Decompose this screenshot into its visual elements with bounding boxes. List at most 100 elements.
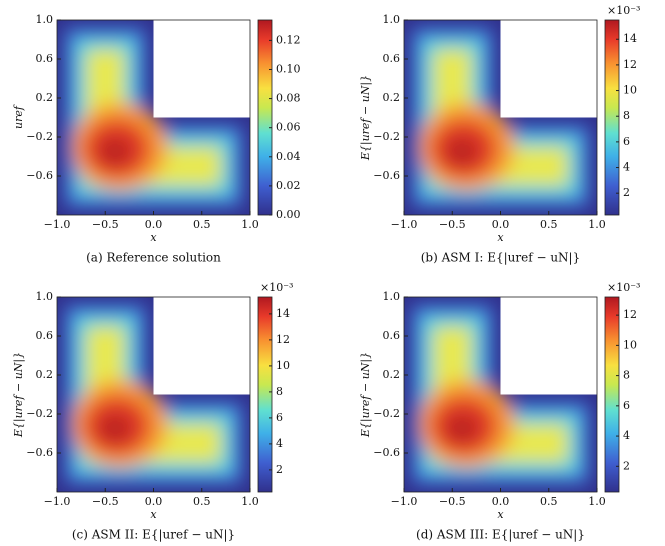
y-tick-label: −0.6 bbox=[26, 446, 53, 459]
y-tick-label: 1.0 bbox=[383, 13, 401, 26]
x-tick-label: −0.5 bbox=[439, 218, 466, 231]
colorbar-tick-label: 14 bbox=[276, 307, 290, 320]
y-tick-label: −0.2 bbox=[373, 130, 400, 143]
y-tick-label: 1.0 bbox=[36, 290, 54, 303]
y-tick-label: 0.6 bbox=[36, 329, 54, 342]
x-tick-label: −0.5 bbox=[92, 495, 119, 508]
caption: (a) Reference solution bbox=[86, 251, 221, 265]
y-tick-label: 0.6 bbox=[383, 52, 401, 65]
colorbar-tick-label: 10 bbox=[276, 359, 290, 372]
y-tick-label: 0.2 bbox=[383, 91, 401, 104]
y-axis-label: E{|uref − uN|} bbox=[12, 352, 26, 438]
x-tick-label: −0.5 bbox=[439, 495, 466, 508]
y-tick-label: −0.2 bbox=[26, 407, 53, 420]
x-tick-label: 0.5 bbox=[540, 495, 558, 508]
colorbar-multiplier: ×10⁻³ bbox=[260, 281, 293, 294]
y-tick-label: 1.0 bbox=[383, 290, 401, 303]
colorbar-tick-label: 10 bbox=[623, 84, 637, 97]
y-tick-label: 0.2 bbox=[36, 91, 54, 104]
heat-field bbox=[57, 20, 250, 215]
y-tick-label: 0.2 bbox=[383, 368, 401, 381]
colorbar-tick-label: 0.02 bbox=[276, 179, 301, 192]
y-tick-label: −0.6 bbox=[26, 169, 53, 182]
colorbar-tick-label: 12 bbox=[623, 58, 637, 71]
panel: −1.0 −0.5 0.0 0.5 1.0 1.0 0.6 0.2 −0.2 −0.6 x uref (… bbox=[12, 13, 301, 265]
x-tick-label: 0.0 bbox=[492, 495, 510, 508]
colorbar-tick-label: 2 bbox=[276, 463, 283, 476]
field-layer bbox=[99, 137, 131, 166]
y-axis-label: E{|uref − uN|} bbox=[359, 352, 373, 438]
x-tick-label: −1.0 bbox=[44, 495, 71, 508]
colorbar-tick-label: 2 bbox=[623, 459, 630, 472]
colorbar-tick-label: 4 bbox=[623, 161, 630, 174]
field-layers bbox=[411, 304, 590, 485]
colorbar bbox=[604, 19, 620, 216]
y-axis-label: uref bbox=[12, 104, 25, 129]
heat-field bbox=[404, 297, 597, 492]
colorbar-tick-label: 12 bbox=[623, 308, 637, 321]
x-tick-label: −1.0 bbox=[44, 218, 71, 231]
heat-field bbox=[57, 297, 250, 492]
heat-field bbox=[404, 20, 597, 215]
colorbar-tick-label: 0.06 bbox=[276, 121, 301, 134]
colorbar-tick-label: 0.04 bbox=[276, 150, 301, 163]
x-tick-label: 0.5 bbox=[540, 218, 558, 231]
x-tick-label: 0.5 bbox=[193, 495, 211, 508]
colorbar-tick-label: 2 bbox=[623, 186, 630, 199]
x-tick-label: 1.0 bbox=[588, 495, 606, 508]
y-tick-label: 1.0 bbox=[36, 13, 54, 26]
colorbar-tick-label: 14 bbox=[623, 32, 637, 45]
field-layers bbox=[411, 27, 590, 208]
field-layer bbox=[99, 414, 131, 443]
x-tick-label: −1.0 bbox=[391, 495, 418, 508]
colorbar-tick-label: 8 bbox=[623, 369, 630, 382]
x-tick-label: 1.0 bbox=[241, 495, 259, 508]
colorbar bbox=[257, 19, 273, 216]
x-tick-label: 0.0 bbox=[145, 495, 163, 508]
x-axis-label: x bbox=[497, 231, 504, 244]
y-tick-label: 0.6 bbox=[383, 329, 401, 342]
colorbar-tick-label: 8 bbox=[623, 109, 630, 122]
x-axis-label: x bbox=[150, 508, 157, 521]
x-tick-label: 0.0 bbox=[492, 218, 510, 231]
x-axis-label: x bbox=[497, 508, 504, 521]
colorbar-tick-label: 6 bbox=[623, 135, 630, 148]
panel: −1.0 −0.5 0.0 0.5 1.0 1.0 0.6 0.2 −0.2 −0.6 x E{|ur… bbox=[359, 281, 640, 542]
field-layer bbox=[446, 137, 478, 166]
x-axis-label: x bbox=[150, 231, 157, 244]
panel: −1.0 −0.5 0.0 0.5 1.0 1.0 0.6 0.2 −0.2 −0.6 x E{|ur… bbox=[12, 281, 293, 542]
colorbar-multiplier: ×10⁻³ bbox=[607, 281, 640, 294]
y-tick-label: 0.6 bbox=[36, 52, 54, 65]
colorbar-tick-label: 0.12 bbox=[276, 33, 301, 46]
x-tick-label: 1.0 bbox=[241, 218, 259, 231]
field-layer bbox=[446, 414, 478, 443]
y-tick-label: −0.6 bbox=[373, 169, 400, 182]
colorbar-tick-label: 0.10 bbox=[276, 62, 301, 75]
colorbar-tick-label: 0.00 bbox=[276, 208, 301, 221]
y-tick-label: −0.2 bbox=[26, 130, 53, 143]
y-axis-label: E{|uref − uN|} bbox=[359, 75, 373, 161]
colorbar-tick-label: 0.08 bbox=[276, 92, 301, 105]
field-layers bbox=[64, 304, 243, 485]
caption: (b) ASM I: E{|uref − uN|} bbox=[421, 251, 580, 265]
caption: (d) ASM III: E{|uref − uN|} bbox=[416, 528, 585, 542]
panel: −1.0 −0.5 0.0 0.5 1.0 1.0 0.6 0.2 −0.2 −0.6 x E{|ur… bbox=[359, 4, 640, 265]
x-tick-label: −0.5 bbox=[92, 218, 119, 231]
field-layers bbox=[64, 27, 243, 208]
colorbar-tick-label: 6 bbox=[276, 411, 283, 424]
colorbar-multiplier: ×10⁻³ bbox=[607, 4, 640, 17]
caption: (c) ASM II: E{|uref − uN|} bbox=[72, 528, 235, 542]
colorbar-tick-label: 10 bbox=[623, 338, 637, 351]
x-tick-label: −1.0 bbox=[391, 218, 418, 231]
x-tick-label: 0.0 bbox=[145, 218, 163, 231]
y-tick-label: −0.6 bbox=[373, 446, 400, 459]
colorbar bbox=[604, 296, 620, 493]
colorbar-tick-label: 4 bbox=[623, 429, 630, 442]
colorbar-tick-label: 6 bbox=[623, 399, 630, 412]
colorbar-tick-label: 8 bbox=[276, 385, 283, 398]
colorbar-tick-label: 12 bbox=[276, 333, 290, 346]
y-tick-label: −0.2 bbox=[373, 407, 400, 420]
x-tick-label: 1.0 bbox=[588, 218, 606, 231]
colorbar bbox=[257, 296, 273, 493]
